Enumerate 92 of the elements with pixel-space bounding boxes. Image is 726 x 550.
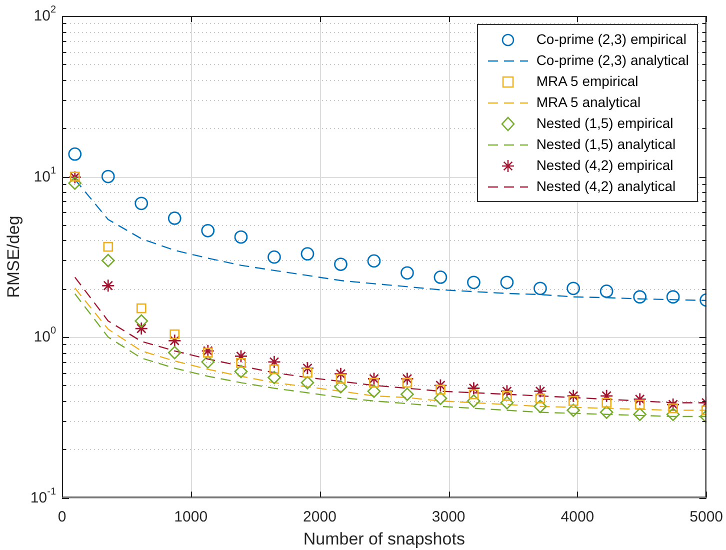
legend-label: Co-prime (2,3) analytical <box>536 51 689 70</box>
point <box>600 406 614 419</box>
point <box>666 408 680 422</box>
point <box>600 284 614 298</box>
legend-label: Nested (1,5) empirical <box>536 114 674 133</box>
point <box>134 322 148 336</box>
point <box>634 400 645 410</box>
point <box>334 258 348 271</box>
point <box>101 254 115 268</box>
point <box>101 170 115 184</box>
point <box>566 404 580 417</box>
point <box>334 367 348 381</box>
point <box>367 254 381 268</box>
point <box>134 314 148 328</box>
point <box>234 364 248 378</box>
point <box>436 384 446 395</box>
point <box>467 276 480 290</box>
point <box>68 170 82 184</box>
point <box>168 212 182 225</box>
point <box>534 400 547 414</box>
point <box>269 364 280 374</box>
point <box>134 196 148 210</box>
point <box>666 290 680 304</box>
point <box>500 276 514 290</box>
point <box>468 389 479 400</box>
point <box>633 392 647 406</box>
point <box>500 384 514 398</box>
point <box>236 358 246 368</box>
point <box>602 398 612 408</box>
point <box>600 389 614 403</box>
legend-label: MRA 5 analytical <box>536 93 641 112</box>
point <box>434 392 448 406</box>
point <box>68 147 82 161</box>
point <box>367 372 381 386</box>
point <box>566 282 580 296</box>
x-tick-label: 5000 <box>690 508 724 526</box>
point <box>434 378 448 392</box>
point <box>268 355 281 369</box>
point <box>336 374 346 384</box>
point <box>300 247 314 261</box>
point <box>369 378 379 388</box>
point <box>633 408 647 422</box>
point <box>402 378 412 388</box>
point <box>202 348 213 358</box>
x-axis-title: Number of snapshots <box>303 529 465 548</box>
point <box>434 270 448 284</box>
point <box>201 344 215 358</box>
point <box>502 390 512 401</box>
point <box>566 389 580 403</box>
point <box>666 398 680 412</box>
point <box>68 176 82 190</box>
legend-label: Nested (4,2) analytical <box>536 177 676 196</box>
legend-label: Nested (4,2) empirical <box>536 156 674 175</box>
point <box>168 334 182 348</box>
x-tick-label: 1000 <box>174 508 208 526</box>
x-tick-label: 2000 <box>303 508 336 526</box>
point <box>302 368 312 378</box>
point <box>568 396 578 406</box>
point <box>103 242 114 252</box>
point <box>234 350 248 363</box>
point <box>633 290 647 304</box>
point <box>334 380 348 394</box>
point <box>168 346 182 360</box>
legend-label: MRA 5 empirical <box>536 72 638 91</box>
point <box>70 172 80 182</box>
point <box>668 403 678 414</box>
x-tick-label: 4000 <box>560 508 594 526</box>
x-tick-label: 0 <box>58 508 66 526</box>
point <box>300 376 314 390</box>
point <box>400 266 414 280</box>
y-axis-title: RMSE/deg <box>4 216 23 298</box>
point <box>535 393 546 404</box>
point <box>534 384 547 398</box>
point <box>234 230 248 244</box>
point <box>467 394 480 408</box>
point <box>367 384 381 398</box>
x-tick-label: 3000 <box>432 508 466 526</box>
legend-label: Co-prime (2,3) empirical <box>536 30 686 49</box>
point <box>268 370 281 384</box>
point <box>201 355 215 369</box>
point <box>400 388 414 402</box>
point <box>136 303 146 314</box>
point <box>500 396 514 410</box>
point <box>300 361 314 375</box>
point <box>201 224 215 238</box>
point <box>170 329 180 340</box>
point <box>400 372 414 386</box>
point <box>101 278 115 292</box>
point <box>534 282 547 296</box>
point <box>268 250 281 264</box>
legend-label: Nested (1,5) analytical <box>536 135 676 154</box>
point <box>467 382 480 395</box>
